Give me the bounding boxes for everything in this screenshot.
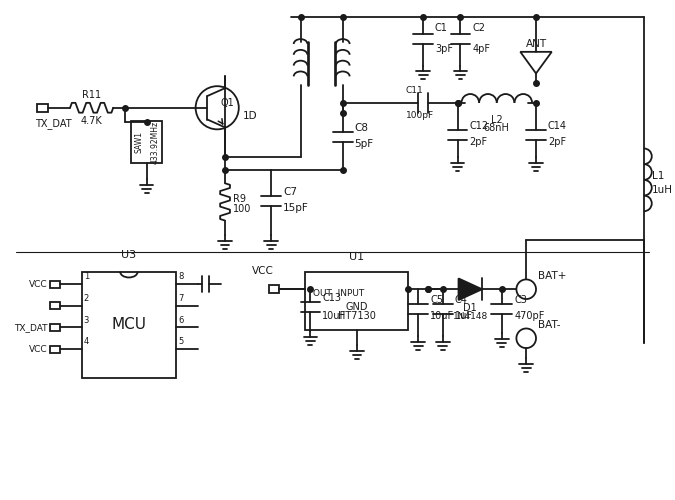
Text: C1: C1 bbox=[435, 23, 448, 33]
Text: GND: GND bbox=[346, 302, 369, 312]
Text: 4.7K: 4.7K bbox=[81, 116, 103, 126]
Text: C13: C13 bbox=[322, 293, 341, 303]
Text: 1N4148: 1N4148 bbox=[453, 312, 488, 321]
Text: 3pF: 3pF bbox=[435, 44, 453, 54]
Text: 2pF: 2pF bbox=[469, 137, 487, 147]
Text: L2: L2 bbox=[491, 114, 503, 124]
Text: HT7130: HT7130 bbox=[338, 310, 376, 320]
Text: MCU: MCU bbox=[111, 317, 146, 332]
Text: C11: C11 bbox=[406, 86, 423, 95]
Text: C2: C2 bbox=[472, 23, 485, 33]
Text: 1uF: 1uF bbox=[454, 311, 472, 321]
Text: TX_DAT: TX_DAT bbox=[34, 118, 72, 129]
Text: SAW1: SAW1 bbox=[134, 131, 144, 153]
Text: 68nH: 68nH bbox=[484, 124, 510, 134]
Text: VCC: VCC bbox=[252, 266, 273, 276]
Text: 5pF: 5pF bbox=[354, 139, 374, 149]
Text: BAT-: BAT- bbox=[538, 320, 560, 330]
Text: 1D: 1D bbox=[243, 110, 257, 120]
Text: TX_DAT: TX_DAT bbox=[14, 323, 47, 332]
Text: 2pF: 2pF bbox=[548, 137, 566, 147]
Text: 4: 4 bbox=[84, 337, 89, 346]
Text: 100pF: 100pF bbox=[406, 110, 433, 120]
Text: VCC: VCC bbox=[29, 280, 47, 289]
Text: C8: C8 bbox=[354, 124, 369, 134]
Polygon shape bbox=[458, 278, 482, 300]
Text: C7: C7 bbox=[283, 187, 297, 197]
Text: Q1: Q1 bbox=[220, 98, 234, 108]
Text: C5: C5 bbox=[430, 295, 443, 305]
Text: 6: 6 bbox=[178, 316, 184, 324]
Text: 1uH: 1uH bbox=[652, 184, 673, 194]
Text: 15pF: 15pF bbox=[283, 203, 308, 213]
Text: BAT+: BAT+ bbox=[538, 272, 566, 281]
Text: 433.92MHz: 433.92MHz bbox=[151, 120, 159, 164]
Text: 2: 2 bbox=[84, 294, 89, 303]
Text: 10uF: 10uF bbox=[322, 311, 346, 321]
Text: C12: C12 bbox=[469, 122, 489, 132]
Text: 3: 3 bbox=[84, 316, 89, 324]
Text: C3: C3 bbox=[514, 295, 527, 305]
Text: R11: R11 bbox=[82, 90, 101, 100]
Text: 8: 8 bbox=[178, 272, 184, 281]
Text: VCC: VCC bbox=[29, 344, 47, 354]
Text: 100: 100 bbox=[233, 204, 251, 214]
Text: 5: 5 bbox=[178, 337, 183, 346]
Text: C14: C14 bbox=[548, 122, 567, 132]
Text: 10uF: 10uF bbox=[430, 311, 454, 321]
Text: 7: 7 bbox=[178, 294, 184, 303]
Text: R9: R9 bbox=[233, 194, 246, 204]
Text: ANT: ANT bbox=[525, 39, 547, 49]
Text: L1: L1 bbox=[652, 171, 664, 181]
Text: U1: U1 bbox=[350, 252, 365, 262]
Text: U3: U3 bbox=[122, 250, 136, 260]
Text: 470pF: 470pF bbox=[514, 311, 545, 321]
Text: OUT  INPUT: OUT INPUT bbox=[313, 288, 364, 298]
Text: C4: C4 bbox=[454, 295, 468, 305]
Text: 1: 1 bbox=[84, 272, 89, 281]
Text: D1: D1 bbox=[464, 303, 477, 313]
Text: 4pF: 4pF bbox=[472, 44, 490, 54]
